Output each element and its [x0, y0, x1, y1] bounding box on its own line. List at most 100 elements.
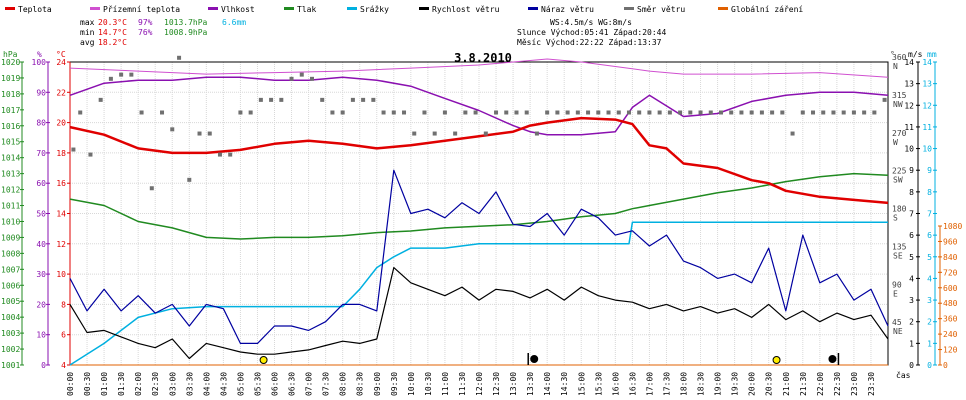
series-ground-temp [69, 58, 889, 78]
axis-pct-label-2: 20 [36, 300, 46, 309]
axis-mm-label-2: 2 [927, 318, 932, 327]
legend-label-8: Globální záření [731, 5, 803, 14]
wind-dir-point-6 [129, 72, 134, 77]
axis-x-label-21: 10:30 [424, 372, 433, 396]
axis-dir-deg-1: 315 [892, 91, 907, 100]
axis-rad-label-5: 600 [943, 284, 958, 293]
wind-dir-point-10 [170, 127, 175, 132]
axis-x-label-7: 03:30 [185, 372, 194, 396]
axis-dir-deg-7: 45 [892, 318, 902, 327]
axis-pct-label-1: 10 [36, 331, 46, 340]
wind-dir-point-65 [729, 110, 734, 115]
axis-pct-label-10: 100 [32, 58, 47, 67]
axis-x-label-38: 19:00 [714, 372, 723, 396]
wind-dir-point-51 [586, 110, 591, 115]
legend-swatch-3 [284, 7, 294, 10]
wind-dir-point-22 [289, 76, 294, 81]
axis-temp-label-6: 16 [56, 179, 66, 188]
wind-dir-point-38 [453, 131, 458, 136]
axis-pct-label-6: 60 [36, 179, 46, 188]
wind-dir-point-33 [402, 110, 407, 115]
moonset-marker [530, 355, 539, 363]
series-humidity [69, 76, 889, 136]
axis-rad-label-7: 840 [943, 253, 958, 262]
axis-x-unit: čas [896, 370, 911, 380]
axis-rad-label-8: 960 [943, 237, 958, 246]
axis-x-label-44: 22:00 [816, 372, 825, 396]
wind-dir-point-55 [626, 110, 631, 115]
axis-dir-deg-5: 135 [892, 242, 907, 251]
wind-dir-point-74 [821, 110, 826, 115]
wind-dir-point-16 [228, 152, 233, 157]
wind-dir-point-18 [248, 110, 253, 115]
axes: hPa1001100210031004100510061007100810091… [1, 50, 962, 396]
axis-ms-label-1: 1 [909, 339, 914, 348]
axis-rad-label-3: 360 [943, 315, 958, 324]
legend-label-1: Přízemní teplota [103, 5, 180, 14]
axis-hpa-label-3: 1004 [1, 313, 20, 322]
wind-dir-point-34 [412, 131, 417, 136]
axis-dir-name-4: S [893, 214, 898, 223]
wind-dir-point-76 [841, 110, 846, 115]
axis-hpa-unit: hPa [3, 50, 18, 59]
axis-x-label-39: 19:30 [731, 372, 740, 396]
wind-dir-point-66 [739, 110, 744, 115]
series-layer [69, 55, 889, 366]
axis-x-label-3: 01:30 [117, 372, 126, 396]
axis-temp-label-5: 14 [56, 210, 66, 219]
axis-x-label-24: 12:00 [475, 372, 484, 396]
wind-dir-point-19 [258, 97, 263, 102]
axis-x-label-14: 07:00 [305, 372, 314, 396]
wind-dir-point-73 [811, 110, 816, 115]
axis-temp-label-9: 22 [56, 88, 66, 97]
axis-x-label-15: 07:30 [322, 372, 331, 396]
wind-dir-point-21 [279, 97, 284, 102]
series-rain [69, 221, 888, 366]
wind-dir-point-36 [432, 131, 437, 136]
wind-dir-point-78 [862, 110, 867, 115]
axis-x-label-27: 13:30 [526, 372, 535, 396]
axis-x-label-42: 21:00 [782, 372, 791, 396]
axis-hpa-label-5: 1006 [1, 281, 20, 290]
axis-x-label-33: 16:30 [628, 372, 637, 396]
wind-dir-point-14 [207, 131, 212, 136]
wind-dir-point-53 [606, 110, 611, 115]
axis-dir-name-6: E [893, 289, 898, 298]
axis-x-label-46: 23:00 [850, 372, 859, 396]
legend-swatch-8 [718, 7, 728, 10]
wind-dir-point-4 [108, 76, 113, 81]
axis-dir-name-5: SE [893, 251, 903, 260]
axis-hpa-label-17: 1018 [1, 90, 20, 99]
wind-dir-point-71 [790, 131, 795, 136]
axis-dir-unit: ° [890, 50, 895, 59]
axis-pct-label-9: 90 [36, 88, 46, 97]
axis-ms-label-11: 11 [904, 123, 914, 132]
axis-x-label-45: 22:30 [833, 372, 842, 396]
wind-dir-point-31 [381, 110, 386, 115]
axis-x-label-17: 08:30 [356, 372, 365, 396]
axis-x-label-37: 18:30 [697, 372, 706, 396]
axis-ms-label-13: 13 [904, 80, 914, 89]
stats-rain-0: 6.6mm [222, 18, 246, 27]
axis-mm-label-0: 0 [927, 361, 932, 370]
wind-dir-point-35 [422, 110, 427, 115]
wind-dir-point-67 [749, 110, 754, 115]
axis-dir-name-7: NE [893, 327, 903, 336]
stats-press-0: 1013.7hPa [164, 18, 208, 27]
stats-label-1: min [80, 28, 95, 37]
wind-dir-point-75 [831, 110, 836, 115]
axis-mm-label-6: 6 [927, 231, 932, 240]
wind-dir-point-57 [647, 110, 652, 115]
legend-label-2: Vlhkost [221, 5, 255, 14]
axis-x-label-31: 15:30 [594, 372, 603, 396]
axis-temp-label-0: 4 [61, 361, 66, 370]
axis-mm-label-5: 5 [927, 253, 932, 262]
wind-dir-point-43 [504, 110, 509, 115]
stats-temp-1: 14.7°C [98, 28, 127, 37]
axis-hpa-label-11: 1012 [1, 186, 20, 195]
axis-mm-label-1: 1 [927, 339, 932, 348]
wind-dir-point-17 [238, 110, 243, 115]
axis-ms-label-7: 7 [909, 210, 914, 219]
sunrise-marker [259, 356, 268, 364]
axis-x-label-22: 11:00 [441, 372, 450, 396]
